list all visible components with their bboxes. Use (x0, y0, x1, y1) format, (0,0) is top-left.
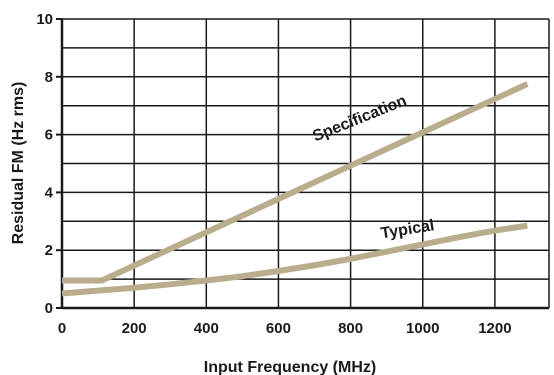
y-tick-label: 0 (45, 300, 53, 317)
y-tick-label: 6 (45, 127, 53, 144)
x-tick-label: 800 (338, 320, 363, 337)
y-axis-title: Residual FM (Hz rms) (10, 82, 27, 245)
x-tick-labels: 0 200 400 600 800 1000 1200 (58, 320, 512, 337)
series-layer (61, 81, 529, 297)
series-line-specification (62, 81, 529, 284)
y-tick-label: 2 (45, 242, 53, 259)
y-tick-label: 8 (45, 69, 53, 86)
x-tick-label: 0 (58, 320, 66, 337)
y-tick-label: 4 (45, 184, 54, 201)
x-tick-label: 400 (194, 320, 219, 337)
x-tick-label: 600 (266, 320, 291, 337)
x-tick-label: 200 (122, 320, 147, 337)
x-axis-title: Input Frequency (MHz) (204, 359, 376, 375)
grid-lines (56, 18, 550, 310)
y-tick-labels: 0 2 4 6 8 10 (36, 11, 53, 317)
series-line-typical (61, 222, 528, 297)
x-tick-label: 1200 (478, 320, 511, 337)
x-tick-label: 1000 (406, 320, 439, 337)
y-tick-label: 10 (36, 11, 53, 28)
